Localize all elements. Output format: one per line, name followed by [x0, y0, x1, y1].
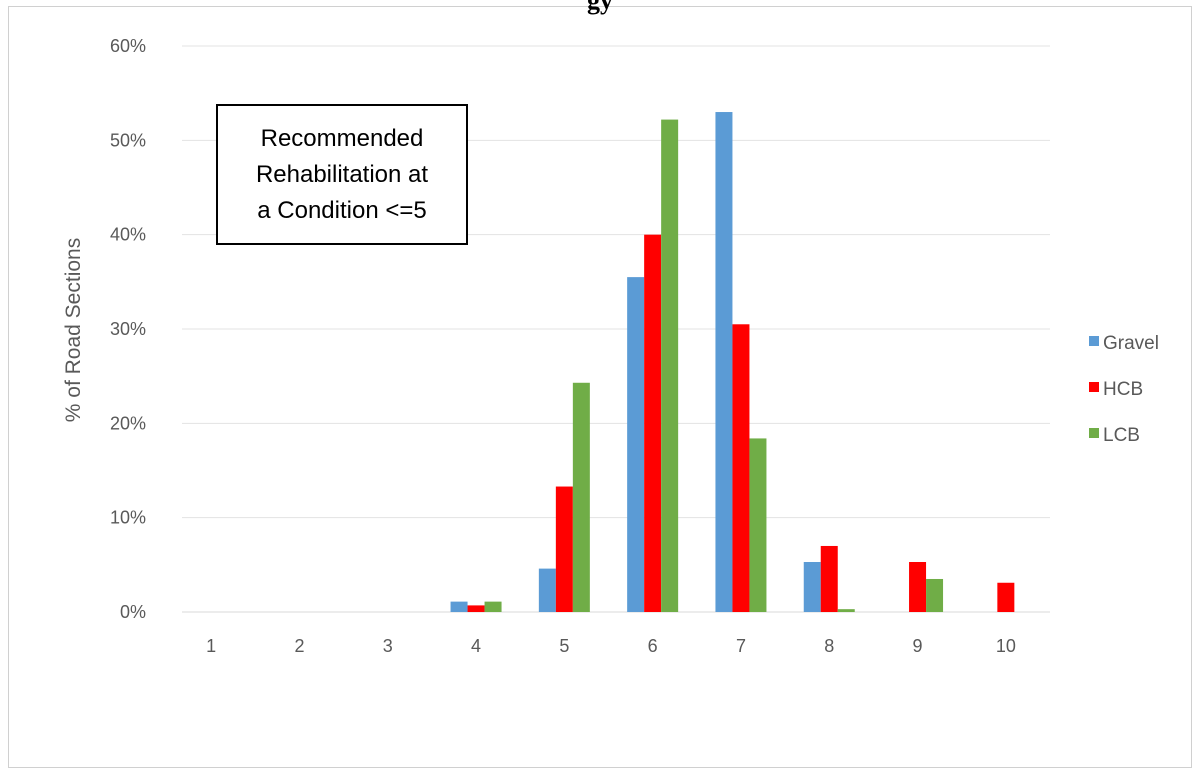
- bar-gravel: [715, 112, 733, 613]
- annotation-box: Recommended Rehabilitation at a Conditio…: [216, 104, 468, 245]
- bar-lcb: [926, 578, 944, 612]
- bar-hcb: [467, 605, 485, 612]
- x-axis-ticks: 1 2 3 4 5 6 7 8 9 10: [206, 636, 1016, 656]
- x-tick-label: 5: [559, 636, 569, 656]
- bar-gravel: [803, 562, 821, 612]
- x-tick-label: 9: [913, 636, 923, 656]
- legend: Gravel HCB LCB: [1089, 333, 1159, 446]
- y-tick-label: 50%: [110, 130, 146, 150]
- bars: [450, 112, 1015, 613]
- x-tick-label: 4: [471, 636, 481, 656]
- legend-swatch: [1089, 428, 1099, 438]
- annotation-line: a Condition <=5: [257, 196, 427, 224]
- bar-hcb: [644, 234, 662, 612]
- bar-gravel: [627, 277, 645, 612]
- annotation-line: Rehabilitation at: [255, 160, 429, 188]
- bar-hcb: [820, 545, 838, 612]
- legend-swatch: [1089, 382, 1099, 392]
- x-tick-label: 7: [736, 636, 746, 656]
- legend-label: LCB: [1103, 425, 1140, 446]
- bar-hcb: [732, 324, 750, 612]
- x-tick-label: 6: [648, 636, 658, 656]
- y-tick-label: 0%: [120, 602, 146, 622]
- chart-frame: [8, 6, 1192, 768]
- y-axis-label: % of Road Sections: [62, 238, 85, 422]
- x-tick-label: 2: [294, 636, 304, 656]
- bar-hcb: [997, 582, 1015, 612]
- legend-label: HCB: [1103, 379, 1143, 400]
- y-tick-label: 20%: [110, 413, 146, 433]
- y-tick-label: 30%: [110, 319, 146, 339]
- bar-gravel: [538, 568, 556, 612]
- x-tick-label: 8: [824, 636, 834, 656]
- bar-gravel: [450, 601, 468, 612]
- bar-hcb: [555, 486, 573, 612]
- bar-lcb: [661, 119, 679, 612]
- bar-lcb: [572, 382, 590, 612]
- bar-lcb: [837, 609, 855, 612]
- legend-label: Gravel: [1103, 333, 1159, 354]
- bar-hcb: [909, 562, 927, 612]
- page-title: gy: [587, 0, 613, 15]
- x-tick-label: 10: [996, 636, 1016, 656]
- annotation-line: Recommended: [260, 124, 424, 152]
- bar-lcb: [484, 601, 502, 612]
- legend-swatch: [1089, 336, 1099, 346]
- y-tick-label: 10%: [110, 508, 146, 528]
- bar-lcb: [749, 438, 767, 612]
- y-axis-ticks: 0% 10% 20% 30% 40% 50% 60%: [110, 36, 146, 622]
- x-tick-label: 3: [383, 636, 393, 656]
- y-tick-label: 40%: [110, 225, 146, 245]
- x-tick-label: 1: [206, 636, 216, 656]
- y-tick-label: 60%: [110, 36, 146, 56]
